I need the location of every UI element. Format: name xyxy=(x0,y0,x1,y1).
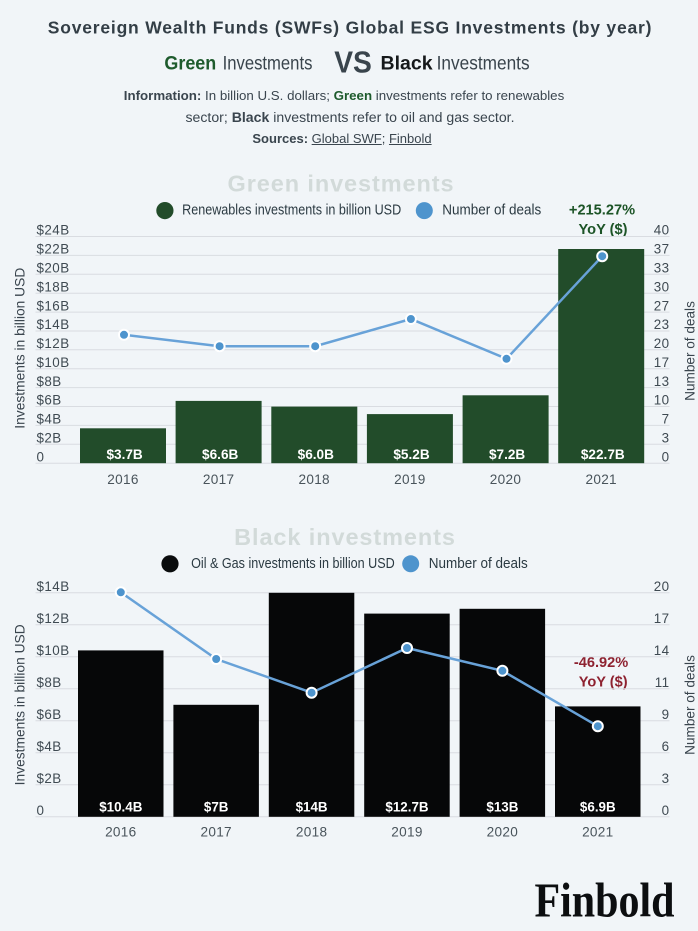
svg-text:2017: 2017 xyxy=(203,472,234,487)
svg-text:$12.7B: $12.7B xyxy=(385,800,429,815)
svg-text:2019: 2019 xyxy=(391,825,422,840)
svg-text:17: 17 xyxy=(654,355,670,370)
svg-text:2020: 2020 xyxy=(487,825,519,840)
svg-text:2019: 2019 xyxy=(394,472,425,487)
svg-text:13: 13 xyxy=(654,374,670,389)
svg-text:Finbold: Finbold xyxy=(535,875,675,928)
svg-text:Oil & Gas investments in billi: Oil & Gas investments in billion USD xyxy=(191,554,395,571)
svg-text:+215.27%: +215.27% xyxy=(569,202,635,218)
svg-text:0: 0 xyxy=(37,449,45,464)
svg-text:20: 20 xyxy=(654,579,670,594)
svg-text:Investments in billion USD: Investments in billion USD xyxy=(13,624,28,785)
svg-text:YoY ($): YoY ($) xyxy=(579,222,628,238)
svg-text:$4B: $4B xyxy=(37,739,62,754)
svg-text:2017: 2017 xyxy=(200,825,231,840)
svg-text:2018: 2018 xyxy=(298,472,329,487)
svg-text:YoY ($): YoY ($) xyxy=(579,675,628,691)
svg-text:$22.7B: $22.7B xyxy=(581,447,625,462)
svg-text:40: 40 xyxy=(654,223,670,238)
svg-text:$3.7B: $3.7B xyxy=(106,447,142,462)
svg-text:$6.0B: $6.0B xyxy=(298,447,334,462)
svg-text:30: 30 xyxy=(654,279,670,294)
svg-text:Number of deals: Number of deals xyxy=(442,202,541,219)
svg-text:2021: 2021 xyxy=(582,825,613,840)
svg-text:2018: 2018 xyxy=(296,825,327,840)
svg-text:$22B: $22B xyxy=(37,242,70,257)
svg-text:2021: 2021 xyxy=(585,472,616,487)
svg-text:$12B: $12B xyxy=(37,336,70,351)
svg-text:Black: Black xyxy=(381,53,433,75)
svg-text:3: 3 xyxy=(662,431,670,446)
svg-text:$2B: $2B xyxy=(37,431,62,446)
svg-text:$10B: $10B xyxy=(37,355,70,370)
svg-text:27: 27 xyxy=(654,298,670,313)
svg-text:$7.2B: $7.2B xyxy=(489,447,525,462)
svg-text:Number of deals: Number of deals xyxy=(683,655,698,755)
svg-text:$6.9B: $6.9B xyxy=(580,800,616,815)
svg-text:$14B: $14B xyxy=(296,800,328,815)
svg-text:$12B: $12B xyxy=(37,611,70,626)
svg-text:$16B: $16B xyxy=(37,298,70,313)
svg-text:6: 6 xyxy=(662,739,670,754)
svg-text:Black investments: Black investments xyxy=(234,524,456,550)
svg-text:Sovereign Wealth Funds (SWFs): Sovereign Wealth Funds (SWFs) Global ESG… xyxy=(48,18,653,38)
svg-text:0: 0 xyxy=(662,803,670,818)
svg-text:2016: 2016 xyxy=(105,825,136,840)
svg-text:7: 7 xyxy=(662,412,670,427)
svg-text:$24B: $24B xyxy=(37,223,70,238)
svg-text:11: 11 xyxy=(655,675,670,690)
svg-text:$8B: $8B xyxy=(37,374,62,389)
svg-text:9: 9 xyxy=(662,707,670,722)
svg-text:Investments in billion USD: Investments in billion USD xyxy=(13,268,28,429)
svg-text:-46.92%: -46.92% xyxy=(574,655,628,671)
svg-text:33: 33 xyxy=(654,261,670,276)
svg-text:$7B: $7B xyxy=(204,800,229,815)
svg-text:$8B: $8B xyxy=(37,675,62,690)
svg-text:Number of deals: Number of deals xyxy=(683,301,698,401)
svg-text:Green: Green xyxy=(164,52,216,74)
svg-text:$14B: $14B xyxy=(37,317,70,332)
svg-text:10: 10 xyxy=(654,393,670,408)
svg-text:$10.4B: $10.4B xyxy=(99,800,143,815)
svg-text:2016: 2016 xyxy=(107,472,138,487)
svg-text:$6B: $6B xyxy=(37,707,62,722)
svg-text:0: 0 xyxy=(37,803,45,818)
svg-text:$13B: $13B xyxy=(486,800,518,815)
svg-text:23: 23 xyxy=(654,317,670,332)
svg-text:Number of deals: Number of deals xyxy=(429,555,528,572)
svg-text:3: 3 xyxy=(662,771,670,786)
svg-text:VS: VS xyxy=(334,45,372,80)
svg-text:0: 0 xyxy=(662,449,670,464)
svg-text:$4B: $4B xyxy=(37,412,62,427)
svg-text:$14B: $14B xyxy=(37,579,70,594)
svg-text:Green investments: Green investments xyxy=(228,171,455,197)
svg-text:$20B: $20B xyxy=(37,261,70,276)
svg-text:37: 37 xyxy=(654,242,670,257)
svg-text:14: 14 xyxy=(654,643,670,658)
svg-text:$5.2B: $5.2B xyxy=(393,447,429,462)
svg-text:$6B: $6B xyxy=(37,393,62,408)
svg-text:$18B: $18B xyxy=(37,279,70,294)
svg-text:20: 20 xyxy=(654,336,670,351)
svg-text:$10B: $10B xyxy=(37,643,70,658)
svg-text:2020: 2020 xyxy=(490,472,522,487)
svg-text:$6.6B: $6.6B xyxy=(202,447,238,462)
svg-text:Investments: Investments xyxy=(223,52,313,73)
svg-text:Investments: Investments xyxy=(437,52,530,74)
svg-text:Renewables investments in bill: Renewables investments in billion USD xyxy=(182,201,401,218)
svg-text:$2B: $2B xyxy=(37,771,62,786)
svg-text:17: 17 xyxy=(654,611,670,626)
